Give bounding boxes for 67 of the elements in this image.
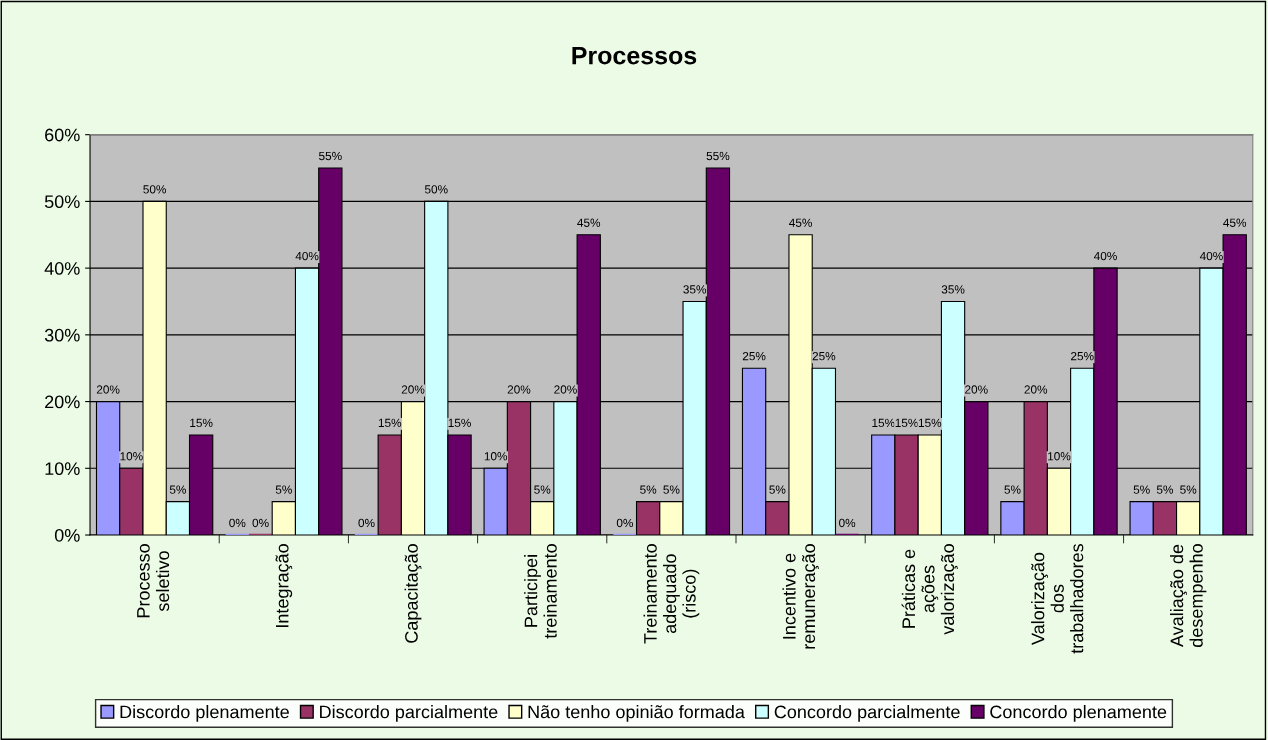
legend-label: Concordo parcialmente <box>774 705 960 722</box>
data-label: 45% <box>789 218 812 227</box>
data-label: 5% <box>534 485 551 494</box>
y-tick-label: 60% <box>45 128 80 142</box>
data-label: 55% <box>318 151 342 161</box>
y-tick-label: 10% <box>45 462 80 476</box>
legend-label: Discordo parcialmente <box>320 705 498 722</box>
data-label: 5% <box>1180 485 1197 494</box>
data-label: 40% <box>1093 251 1117 261</box>
legend-label: Concordo plenamente <box>990 705 1167 722</box>
data-label: 45% <box>1223 218 1247 227</box>
x-tick-label: Treinamento adequado (risco) <box>643 544 700 644</box>
data-label: 20% <box>965 385 988 394</box>
data-label: 55% <box>706 151 730 161</box>
data-label: 5% <box>169 485 186 494</box>
chart-title: Processos <box>572 46 697 65</box>
data-label: 20% <box>554 385 577 394</box>
data-label: 40% <box>1199 251 1223 261</box>
data-label: 15% <box>190 418 213 428</box>
data-label: 20% <box>401 385 425 394</box>
data-label: 10% <box>120 452 143 461</box>
data-label: 5% <box>1133 485 1150 494</box>
data-label: 20% <box>1024 385 1048 394</box>
y-tick-label: 50% <box>44 195 80 209</box>
y-tick-label: 30% <box>44 328 80 342</box>
data-label: 20% <box>96 385 120 394</box>
data-label: 5% <box>640 485 657 494</box>
data-label: 15% <box>872 418 895 428</box>
data-label: 15% <box>448 418 471 428</box>
data-label: 0% <box>358 518 375 528</box>
y-tick-label: 40% <box>44 262 80 275</box>
x-tick-label: Incentivo e remuneração <box>782 544 819 649</box>
y-tick-label: 20% <box>45 395 80 409</box>
x-tick-label: Participei treinamento <box>524 544 557 639</box>
x-tick-label: Práticas e ações valorização <box>901 544 958 635</box>
x-tick-label: Avaliação de desempenho <box>1170 544 1207 648</box>
data-label: 25% <box>812 351 836 361</box>
x-tick-label: Integração <box>275 544 293 627</box>
data-label: 0% <box>839 518 856 528</box>
data-label: 25% <box>1071 351 1094 361</box>
data-label: 45% <box>577 218 601 227</box>
y-tick-label: 0% <box>54 528 80 542</box>
data-label: 15% <box>378 418 402 428</box>
data-label: 5% <box>663 485 680 494</box>
data-label: 10% <box>1048 452 1071 461</box>
data-label: 0% <box>252 518 269 528</box>
legend-label: Discordo plenamente <box>120 705 289 722</box>
data-label: 10% <box>484 452 508 461</box>
legend-label: Não tenho opinião formada <box>528 705 745 722</box>
x-tick-label: Capacitação <box>404 544 422 643</box>
x-tick-label: Processo seletivo <box>137 544 170 618</box>
data-label: 5% <box>1004 485 1021 494</box>
data-label: 15% <box>918 418 942 428</box>
data-label: 15% <box>895 418 918 428</box>
data-label: 0% <box>616 518 634 528</box>
data-label: 40% <box>295 251 319 261</box>
data-label: 35% <box>683 285 707 294</box>
data-label: 0% <box>229 518 246 528</box>
data-label: 20% <box>507 385 531 394</box>
data-label: 5% <box>769 485 786 494</box>
data-label: 5% <box>1156 485 1174 494</box>
data-label: 50% <box>143 185 167 194</box>
x-tick-label: Valorização dos trabalhadores <box>1031 544 1084 654</box>
data-label: 25% <box>742 351 766 361</box>
data-label: 5% <box>275 485 292 494</box>
data-label: 50% <box>424 185 448 194</box>
data-label: 35% <box>941 285 965 294</box>
